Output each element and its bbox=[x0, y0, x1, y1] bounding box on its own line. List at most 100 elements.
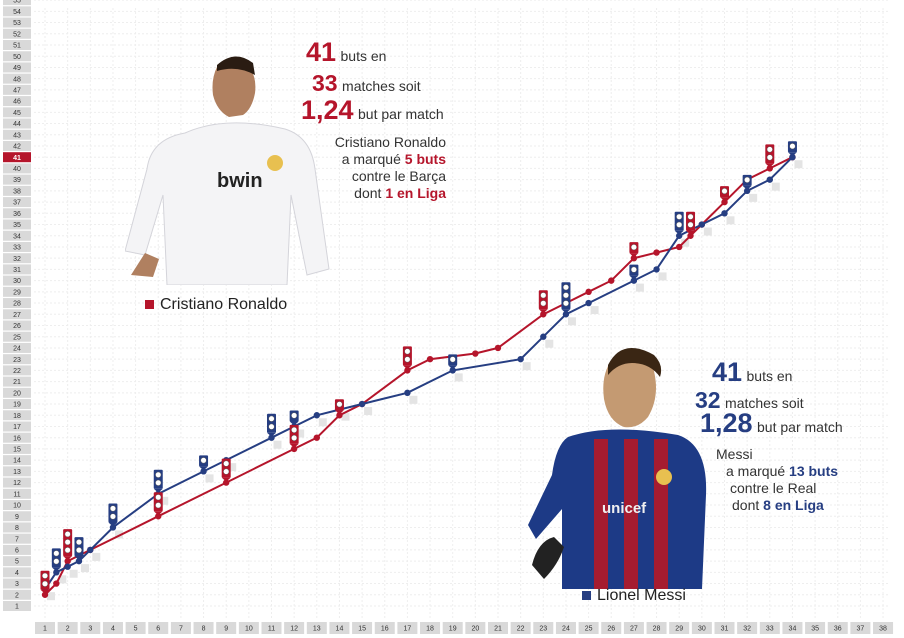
x-tick-label: 16 bbox=[381, 626, 389, 633]
legend-ronaldo-label: Cristiano Ronaldo bbox=[160, 296, 288, 313]
ronaldo-goal-vs-barca-marker bbox=[63, 529, 73, 561]
y-tick-label: 45 bbox=[13, 110, 21, 117]
ball-icon bbox=[744, 176, 751, 183]
ball-icon bbox=[766, 154, 773, 161]
x-tick-label: 11 bbox=[268, 626, 275, 633]
messi-goal-vs-real-marker bbox=[742, 174, 752, 190]
x-tick-box bbox=[420, 622, 441, 634]
x-tick-label: 13 bbox=[313, 626, 321, 633]
marker-tag-pointer bbox=[289, 443, 299, 448]
ronaldo-goals-suffix: buts en bbox=[340, 48, 387, 64]
x-tick-box bbox=[216, 622, 237, 634]
x-tick-label: 9 bbox=[224, 626, 228, 633]
messi-note-prefix: a marqué bbox=[726, 463, 786, 479]
data-point-messi bbox=[109, 524, 117, 531]
data-point-messi bbox=[562, 311, 570, 318]
y-tick-box bbox=[3, 129, 31, 140]
ball-icon bbox=[223, 460, 230, 467]
messi-clasico-note: Messi a marqué 13 buts contre le Real do… bbox=[716, 446, 866, 514]
data-point-ronaldo bbox=[766, 165, 773, 172]
ronaldo-matches-line: 33 matches soit bbox=[312, 69, 421, 97]
y-tick-box bbox=[3, 589, 31, 600]
messi-matches-line: 32 matches soit bbox=[695, 386, 804, 414]
marker-tag-pointer bbox=[686, 230, 696, 235]
messi-ratio-line: 1,28 but par match bbox=[700, 409, 843, 437]
x-tick-box bbox=[261, 622, 282, 634]
y-tick-box bbox=[3, 0, 31, 6]
y-tick-label: 31 bbox=[13, 267, 21, 274]
y-tick-box bbox=[3, 140, 31, 151]
point-shadow bbox=[522, 362, 531, 371]
x-tick-label: 36 bbox=[834, 626, 842, 633]
x-tick-box bbox=[193, 622, 214, 634]
messi-goal-vs-real-marker bbox=[289, 410, 299, 426]
y-tick-box bbox=[3, 354, 31, 365]
data-point-ronaldo bbox=[653, 249, 660, 256]
marker-tag-pointer bbox=[448, 365, 458, 370]
data-point-messi bbox=[358, 400, 366, 408]
x-tick-label: 10 bbox=[245, 626, 253, 633]
y-tick-box bbox=[3, 500, 31, 511]
messi-goal-vs-real-marker bbox=[267, 413, 276, 437]
y-tick-box bbox=[3, 253, 31, 264]
ronaldo-goal-vs-barca-marker bbox=[538, 290, 548, 314]
y-tick-box bbox=[3, 556, 31, 567]
y-tick-label: 26 bbox=[13, 323, 21, 330]
clasico-markers bbox=[40, 141, 797, 594]
y-tick-label: 9 bbox=[15, 514, 19, 521]
y-tick-label: 21 bbox=[13, 379, 21, 386]
ball-icon bbox=[155, 479, 162, 486]
ball-icon bbox=[449, 356, 456, 363]
x-tick-label: 27 bbox=[630, 626, 638, 633]
ronaldo-matches-suffix: matches soit bbox=[342, 78, 421, 94]
ball-icon bbox=[41, 572, 49, 579]
y-tick-label: 37 bbox=[13, 200, 21, 207]
ball-icon bbox=[64, 547, 71, 554]
y-tick-box bbox=[3, 432, 31, 443]
x-tick-label: 38 bbox=[879, 626, 887, 633]
ronaldo-goals-line: 41 buts en bbox=[306, 38, 386, 66]
messi-goals: 41 bbox=[712, 357, 743, 387]
x-tick-box bbox=[827, 622, 848, 634]
x-tick-label: 18 bbox=[426, 626, 434, 633]
y-tick-box bbox=[3, 185, 31, 196]
y-tick-label: 47 bbox=[13, 87, 21, 94]
messi-note-line2: a marqué 13 buts bbox=[716, 463, 866, 480]
x-tick-box bbox=[284, 622, 305, 634]
legend-messi-label: Lionel Messi bbox=[597, 587, 686, 604]
ball-icon bbox=[75, 539, 83, 546]
x-tick-box bbox=[555, 622, 576, 634]
data-point-ronaldo bbox=[223, 479, 230, 486]
marker-tag-pointer bbox=[538, 309, 548, 314]
data-point-ronaldo bbox=[687, 232, 694, 239]
ball-icon bbox=[109, 505, 116, 512]
y-tick-label: 36 bbox=[13, 211, 21, 218]
point-shadow bbox=[749, 193, 758, 202]
x-tick-label: 22 bbox=[517, 626, 525, 633]
messi-goal-vs-real-marker bbox=[787, 141, 797, 157]
data-point-messi bbox=[698, 221, 706, 228]
y-tick-label: 24 bbox=[13, 346, 21, 353]
x-tick-label: 21 bbox=[494, 626, 502, 633]
x-tick-label: 7 bbox=[179, 626, 183, 633]
messi-shirt-sponsor: unicef bbox=[602, 500, 647, 517]
y-tick-label: 19 bbox=[13, 402, 21, 409]
y-axis: 1234567891011121314151617181920212223242… bbox=[3, 0, 31, 611]
point-shadow bbox=[205, 474, 214, 483]
y-tick-box bbox=[3, 174, 31, 185]
ball-icon bbox=[562, 300, 570, 307]
marker-tag-pointer bbox=[153, 511, 163, 516]
ball-icon bbox=[687, 213, 694, 220]
y-tick-label: 3 bbox=[15, 581, 19, 588]
y-tick-box bbox=[3, 533, 31, 544]
ronaldo-ratio: 1,24 bbox=[301, 95, 354, 125]
y-tick-box bbox=[3, 107, 31, 118]
ball-icon bbox=[291, 412, 298, 419]
x-tick-box bbox=[669, 622, 690, 634]
x-axis: 1 2 3 4 5 6 7 8 9 10 11 12 13 14 15 16 17 18 19 20 21 22 23 24 2… bbox=[35, 622, 894, 634]
y-tick-label: 54 bbox=[13, 9, 21, 16]
ronaldo-goal-vs-barca-marker bbox=[40, 570, 50, 594]
x-tick-box bbox=[623, 622, 644, 634]
legend-messi-swatch bbox=[582, 591, 591, 601]
